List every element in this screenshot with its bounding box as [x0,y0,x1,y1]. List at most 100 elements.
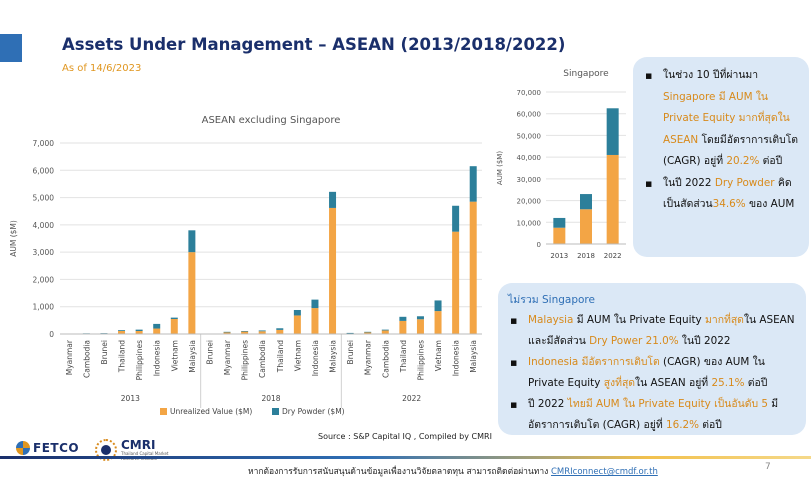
x-tick-label: Cambodia [82,340,91,378]
contact-email-link[interactable]: CMRIconnect@cmdf.or.th [551,467,658,477]
chart-title: ASEAN excluding Singapore [202,115,341,126]
bullet-text: มีอัตราการเติบโต (CAGR) อยู่ที่ [528,398,779,431]
bar-unrealized [399,320,407,334]
x-tick-label: Vietnam [170,340,179,371]
bar-unrealized [153,328,161,334]
x-tick-label: Philippines [241,340,250,381]
highlight-text: Malaysia [528,314,574,326]
bullet-text: มี AUM ใน Private Equity [573,314,706,326]
singapore-chart-title: Singapore [563,69,609,79]
bar-dry-powder [346,332,354,334]
singapore-chart-svg: Singapore AUM ($M) 0 10,000 20,000 30,000 40,0… [496,69,626,260]
callout_top-bullet: ในปี 2022 Dry Powder คิดเป็นสัดส่วน34.6%… [643,173,799,216]
source-note: Source : S&P Capital IQ , Compiled by CM… [318,432,492,441]
y-tick-label: 5,000 [33,194,55,203]
legend-label-dry-powder: Dry Powder ($M) [282,407,345,416]
bar-unrealized [452,231,460,334]
bar-unrealized [329,207,337,334]
bar-dry-powder [170,317,178,319]
footer-contact: หากต้องการรับการสนับสนุนด้านข้อมูลเพื่อง… [248,464,658,478]
x-tick-label: Thailand [118,340,127,373]
bar-unrealized [293,315,301,334]
singapore-y-tick-label: 60,000 [517,111,542,119]
bar-dry-powder [258,330,266,332]
legend-swatch-unrealized [160,408,167,415]
bar-dry-powder [452,205,460,232]
bar-unrealized [170,318,178,334]
x-group-label: 2018 [261,394,280,403]
bar-unrealized [276,329,284,334]
bar-unrealized [416,319,424,334]
bar-dry-powder [416,316,424,320]
x-group-label: 2022 [402,394,421,403]
cmri-logo-icon [95,439,117,461]
x-tick-label: Brunei [100,340,109,364]
legend-swatch-dry-powder [272,408,279,415]
x-tick-label: Malaysia [469,340,478,373]
x-tick-label: Indonesia [311,340,320,376]
highlight-text: ไทยมี AUM ใน Private Equity เป็นอันดับ 5 [567,398,768,410]
singapore-bar-unrealized [553,227,566,244]
left-accent-tab [0,34,22,62]
bullet-text: ในปี 2022 [678,335,731,347]
bar-unrealized [258,331,266,334]
bar-dry-powder [100,333,108,334]
singapore-y-tick-label: 0 [537,241,541,249]
bar-dry-powder [434,300,442,312]
highlight-text: 25.1% [711,377,745,389]
callout_bottom-bullet: Malaysia มี AUM ใน Private Equity มากที่… [508,310,796,352]
bar-unrealized [118,330,126,334]
asean-chart-svg: ASEAN excluding Singapore AUM ($M) 0 1,000 2… [9,115,482,416]
excl-singapore-callout-list: Malaysia มี AUM ใน Private Equity มากที่… [508,310,796,436]
singapore-y-axis-label: AUM ($M) [496,151,504,185]
bar-unrealized [223,332,231,334]
y-tick-label: 7,000 [33,139,55,148]
singapore-y-tick-label: 70,000 [517,89,542,97]
bar-dry-powder [276,328,284,330]
bar-unrealized [381,330,389,334]
highlight-text: Dry Powder [714,176,775,189]
bar-dry-powder [135,329,143,331]
bullet-text: ต่อปี [759,155,783,167]
singapore-y-tick-label: 30,000 [517,176,542,184]
bullet-text: คิดเป็นสัดส่วน [663,176,792,211]
x-tick-label: Brunei [346,340,355,364]
bullet-text: โดยมีอัตราการเติบโต (CAGR) อยู่ที่ [663,133,799,168]
singapore-bar-dry-powder [580,194,592,210]
x-group-label: 2013 [121,394,140,403]
fetco-logo-icon [16,441,30,455]
x-tick-label: Brunei [205,340,214,364]
bar-dry-powder [293,309,301,316]
x-tick-label: Myanmar [364,339,373,375]
y-tick-label: 4,000 [33,221,55,230]
bar-unrealized [135,330,143,334]
singapore-y-tick-label: 40,000 [517,154,542,162]
x-tick-label: Malaysia [188,340,197,373]
x-tick-label: Vietnam [434,340,443,371]
y-tick-label: 0 [49,330,54,339]
bar-unrealized [434,311,442,334]
singapore-y-tick-label: 20,000 [517,198,542,206]
as-of-date: As of 14/6/2023 [62,63,142,74]
singapore-x-tick-label: 2022 [604,252,622,260]
bar-dry-powder [399,316,407,321]
x-tick-label: Malaysia [329,340,338,373]
x-tick-label: Philippines [135,340,144,381]
bullet-text: ในปี 2022 [663,176,715,189]
highlight-text: Singapore มี AUM ใน Private Equity มากที… [663,90,790,146]
y-tick-label: 1,000 [33,303,55,312]
bar-unrealized [364,332,372,334]
bullet-text: ต่อปี [699,419,722,431]
singapore-bar-unrealized [580,209,592,244]
page-number: 7 [765,462,771,472]
highlight-text: สูงที่สุด [603,377,636,389]
y-axis-label: AUM ($M) [9,220,18,257]
singapore-bar-dry-powder [553,217,566,228]
singapore-callout: ในช่วง 10 ปีที่ผ่านมา Singapore มี AUM ใ… [633,57,809,257]
bar-unrealized [311,308,319,334]
legend-label-unrealized: Unrealized Value ($M) [170,407,252,416]
x-tick-label: Indonesia [452,340,461,376]
cmri-logo: CMRI Thailand Capital Market Research In… [95,439,181,461]
x-tick-label: Cambodia [258,340,267,378]
singapore-bar-unrealized [606,154,619,244]
